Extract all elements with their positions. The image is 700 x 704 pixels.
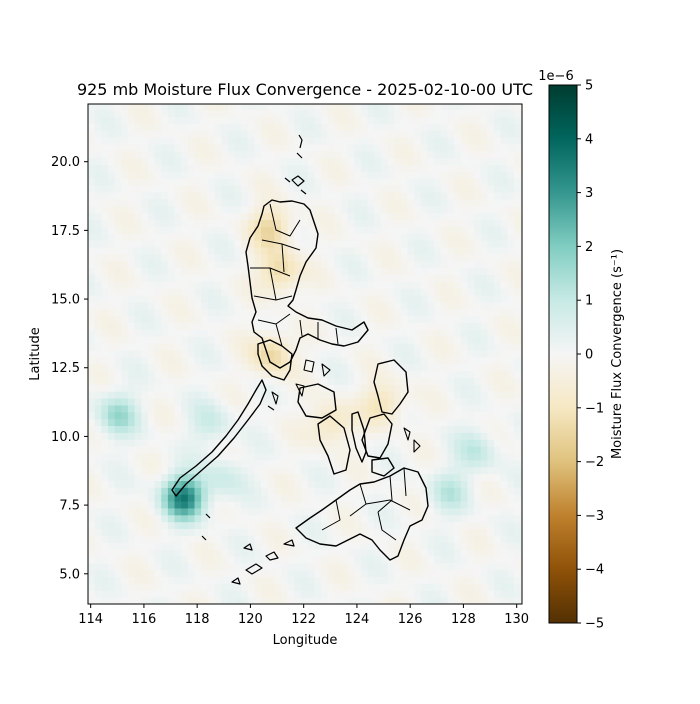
colorbar-tick-label: 4 <box>585 132 593 147</box>
y-tick-label: 17.5 <box>51 224 80 239</box>
panay-outline <box>297 383 337 419</box>
mindanao-province-lines <box>321 467 411 541</box>
colorbar-tick-label: 3 <box>585 186 593 201</box>
colorbar-tick-label: −1 <box>585 401 604 416</box>
x-tick-label: 120 <box>238 612 263 627</box>
bohol-outline <box>371 457 395 477</box>
chart-title: 925 mb Moisture Flux Convergence - 2025-… <box>77 80 533 99</box>
samar-outline <box>373 359 409 415</box>
heatmap-field <box>88 104 522 604</box>
x-tick-label: 122 <box>291 612 316 627</box>
y-tick-label: 20.0 <box>51 155 80 170</box>
y-axis-label: Latitude <box>28 327 43 381</box>
y-axis-ticks: 5.0 7.5 10.0 12.5 15.0 17.5 20.0 <box>51 155 88 582</box>
colorbar-tick-label: 1 <box>585 294 593 309</box>
y-tick-label: 5.0 <box>59 567 80 582</box>
axes-frame <box>87 103 523 605</box>
y-tick-label: 12.5 <box>51 361 80 376</box>
cebu-outline <box>351 411 367 463</box>
colorbar-exponent: 1e−6 <box>538 69 573 84</box>
x-axis-ticks: 114 116 118 120 122 124 126 128 130 <box>78 604 529 627</box>
map-axes: 114 116 118 120 122 124 126 128 130 5.0 7.5 10.0 12… <box>51 103 529 627</box>
small-islands <box>267 359 331 411</box>
colorbar-tick-label: 0 <box>585 348 593 363</box>
colorbar-tick-label: −4 <box>585 563 604 578</box>
colorbar-tick-label: 2 <box>585 240 593 255</box>
colorbar-tick-label: −5 <box>585 617 604 632</box>
negros-outline <box>317 415 351 475</box>
colorbar-tick-label: 5 <box>585 79 593 94</box>
colorbar: 5 4 3 2 1 0 −1 −2 −3 −4 −5 1e−6 Moisture Flux Conv… <box>538 69 625 632</box>
x-tick-label: 128 <box>451 612 476 627</box>
x-tick-label: 130 <box>504 612 529 627</box>
colorbar-gradient <box>548 84 578 624</box>
colorbar-tick-label: −3 <box>585 509 604 524</box>
x-tick-label: 118 <box>185 612 210 627</box>
northern-islets <box>284 134 307 195</box>
y-tick-label: 10.0 <box>51 430 80 445</box>
y-tick-label: 7.5 <box>59 499 80 514</box>
colorbar-ticks: 5 4 3 2 1 0 −1 −2 −3 −4 −5 <box>577 79 604 632</box>
colorbar-tick-label: −2 <box>585 455 604 470</box>
leyte-outline <box>361 413 393 459</box>
x-tick-label: 124 <box>345 612 370 627</box>
x-tick-label: 116 <box>132 612 157 627</box>
luzon-province-lines <box>250 203 339 347</box>
x-tick-label: 114 <box>78 612 103 627</box>
sulu-islands <box>201 513 295 585</box>
mindanao-outline <box>295 467 429 561</box>
eastern-islets <box>403 427 421 453</box>
palawan-outline <box>171 379 267 497</box>
mindoro-outline <box>257 339 293 381</box>
land-outlines <box>171 134 429 585</box>
x-tick-label: 126 <box>398 612 423 627</box>
x-axis-label: Longitude <box>273 633 338 648</box>
luzon-outline <box>245 199 369 369</box>
y-tick-label: 15.0 <box>51 293 80 308</box>
colorbar-label: Moisture Flux Convergence (s⁻¹) <box>610 249 625 459</box>
